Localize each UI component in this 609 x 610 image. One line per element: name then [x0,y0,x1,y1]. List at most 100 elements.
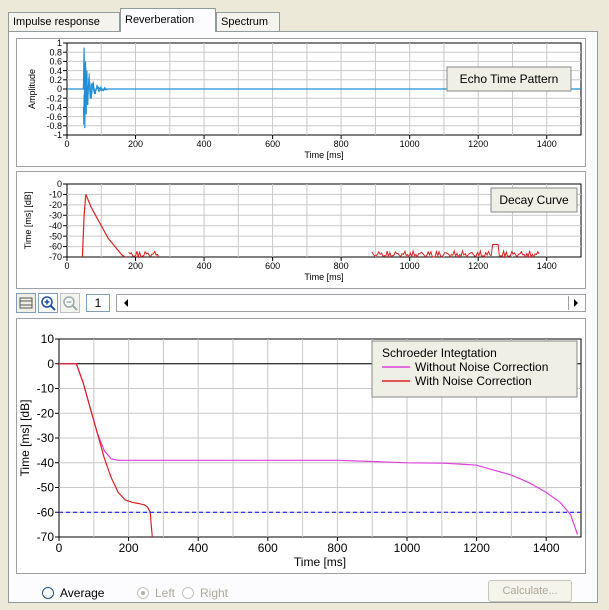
x-axis-label: Time [ms] [304,272,343,282]
right-label: Right [200,586,229,600]
y-tick-label: -20 [49,200,62,210]
decay-title: Decay Curve [499,193,569,207]
legend-entry-0: Without Noise Correction [415,360,548,374]
left-radio[interactable]: Left [137,586,175,600]
y-tick-label: -30 [37,431,55,445]
x-tick-label: 0 [56,541,63,555]
x-tick-label: 800 [334,261,349,271]
left-label: Left [155,586,176,600]
average-label: Average [60,586,105,600]
x-tick-label: 400 [197,139,212,149]
zoom-out-button[interactable] [60,293,80,313]
y-axis-label: Time [ms] [dB] [23,192,33,250]
y-tick-label: -10 [37,382,55,396]
decay-noise-group [128,244,540,259]
legend-box [371,340,578,398]
x-tick-label: 400 [197,261,212,271]
zoom-in-icon [41,296,56,311]
y-tick-label: 0.2 [49,75,62,85]
schroeder-chart-panel: 0 200 400 600 800 1000 1200 1400 10 0 -10 -20 -30 -40… [16,318,586,574]
x-axis-label: Time [ms] [294,555,346,569]
horizontal-scrollbar[interactable] [116,294,586,312]
decay-noise-line [128,250,160,259]
x-tick-label: 600 [265,139,280,149]
y-tick-label: 0 [57,84,62,94]
schroeder-chart: 0 200 400 600 800 1000 1200 1400 10 0 -10 -20 -30 -40… [18,332,582,569]
decay-title-box [490,187,578,213]
x-tick-label: 400 [188,541,208,555]
x-tick-label: 0 [64,261,69,271]
right-radio-circle[interactable] [182,587,194,599]
y-tick-label: 0 [47,357,54,371]
fit-view-button[interactable] [16,293,36,313]
x-axis-label: Time [ms] [304,150,343,160]
y-tick-label: 10 [41,332,55,346]
tab-reverberation[interactable]: Reverberation [120,8,216,32]
x-tick-label: 1400 [537,139,557,149]
decay-noise-line [371,244,540,259]
left-radio-circle[interactable] [137,587,149,599]
x-tick-label: 1000 [400,261,420,271]
y-tick-label: -50 [37,481,55,495]
y-tick-label: -20 [37,406,55,420]
x-tick-label: 1400 [533,541,560,555]
series-line-1 [59,363,153,538]
y-tick-label: -0.6 [46,112,62,122]
y-tick-label: -60 [37,505,55,519]
decay-chart-panel: 0 200 400 600 800 1000 1200 1400 0 -10 -20 -30 -40 -5… [16,171,586,289]
x-tick-label: 1400 [537,261,557,271]
average-radio-circle[interactable] [42,587,54,599]
y-axis-label: Amplitude [27,69,37,109]
x-tick-label: 200 [128,261,143,271]
y-tick-label: -10 [49,190,62,200]
y-tick-label: -1 [54,130,62,140]
x-tick-label: 600 [265,261,280,271]
fit-view-icon [19,297,33,309]
tab-impulse-response[interactable]: Impulse response [8,12,120,31]
x-tick-label: 200 [119,541,139,555]
echo-noise-group [82,63,109,125]
y-tick-label: 0.8 [49,47,62,57]
echo-title: Echo Time Pattern [460,72,559,86]
y-tick-label: -50 [49,231,62,241]
calculate-button[interactable]: Calculate... [488,580,572,602]
y-tick-label: -0.2 [46,93,62,103]
y-tick-label: -40 [37,456,55,470]
zoom-in-button[interactable] [38,293,58,313]
y-tick-label: -70 [49,252,62,262]
x-tick-label: 1000 [394,541,421,555]
zoom-level-field[interactable]: 1 [86,294,110,312]
echo-title-box [446,66,572,92]
echo-chart-panel: 0 200 400 600 800 1000 1200 1400 1 0.8 0.6 0.4 0.2 0-… [16,38,586,167]
scroll-left-arrow-icon[interactable] [119,296,133,310]
scroll-right-arrow-icon[interactable] [568,296,583,310]
y-tick-label: 1 [57,39,62,48]
x-tick-label: 1000 [400,139,420,149]
zoom-out-icon [63,296,78,311]
x-tick-label: 200 [128,139,143,149]
x-tick-label: 600 [258,541,278,555]
x-tick-label: 0 [64,139,69,149]
x-tick-label: 800 [334,139,349,149]
x-tick-label: 1200 [463,541,490,555]
echo-noise-line [82,63,109,125]
legend-entry-1: With Noise Correction [415,374,532,388]
y-tick-label: -0.4 [46,103,62,113]
x-tick-label: 1200 [468,261,488,271]
average-radio[interactable]: Average [42,586,104,600]
y-tick-label: 0.4 [49,66,62,76]
y-axis-label: Time [ms] [dB] [18,400,32,477]
y-tick-label: -0.8 [46,121,62,131]
x-tick-label: 800 [327,541,347,555]
x-tick-label: 1200 [468,139,488,149]
y-tick-label: -60 [49,242,62,252]
y-tick-label: -70 [37,530,55,544]
y-tick-label: 0.6 [49,57,62,67]
y-tick-label: -30 [49,210,62,220]
echo-chart: 0 200 400 600 800 1000 1200 140010.80.60.40.20-… [27,38,582,160]
y-tick-label: 0 [57,179,62,189]
series-line-0 [81,194,126,258]
right-radio[interactable]: Right [182,586,228,600]
y-tick-label: -40 [49,221,62,231]
tab-spectrum[interactable]: Spectrum [216,12,280,31]
